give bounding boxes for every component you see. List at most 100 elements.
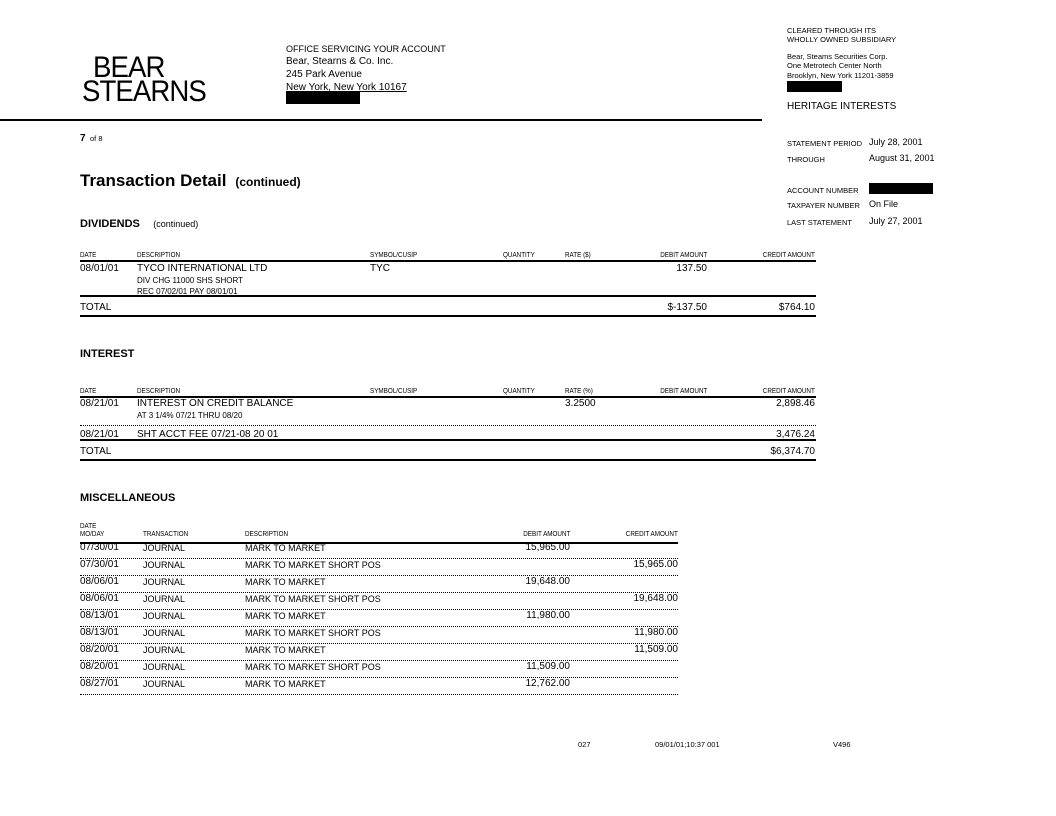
row-date: 08/20/01 [80, 644, 119, 655]
row-date: 08/01/01 [80, 263, 119, 274]
footer-version: V496 [833, 740, 851, 749]
header-date: DATE [80, 523, 97, 530]
redaction-box [787, 81, 842, 92]
row-transaction: JOURNAL [143, 560, 186, 570]
row-date: 07/30/01 [80, 542, 119, 553]
row-separator [80, 609, 678, 610]
row-description: SHT ACCT FEE 07/21-08 20 01 [137, 429, 279, 440]
row-description: MARK TO MARKET SHORT POS [245, 594, 381, 604]
header-date: DATE [80, 388, 97, 395]
row-separator [80, 643, 678, 644]
last-statement-value: July 27, 2001 [869, 216, 923, 226]
total-rule [80, 315, 816, 317]
row-credit-amount: 19,648.00 [633, 593, 679, 604]
total-credit: $764.10 [778, 302, 815, 313]
row-credit-amount: 11,509.00 [634, 644, 678, 655]
row-date: 08/06/01 [80, 593, 119, 604]
row-transaction: JOURNAL [143, 645, 186, 655]
redaction-box [286, 91, 360, 104]
clearing-line2: WHOLLY OWNED SUBSIDIARY [787, 35, 897, 44]
footer-timestamp: 09/01/01;10:37 001 [655, 740, 720, 749]
row-date: 08/20/01 [80, 661, 119, 672]
row-transaction: JOURNAL [143, 611, 186, 621]
row-debit-amount: 12,762.00 [525, 678, 571, 689]
office-city: New York, New York 10167 [286, 82, 407, 93]
account-number-label: ACCOUNT NUMBER [787, 186, 859, 195]
total-label: TOTAL [80, 302, 112, 313]
interest-heading: INTEREST [80, 348, 135, 360]
header-rule [80, 542, 678, 544]
header-quantity: QUANTITY [503, 388, 535, 395]
row-description: MARK TO MARKET [245, 611, 326, 621]
header-rule [80, 396, 816, 398]
row-debit-amount: 137.50 [676, 263, 707, 274]
row-description: MARK TO MARKET SHORT POS [245, 628, 381, 638]
row-transaction: JOURNAL [143, 594, 186, 604]
row-debit-amount: 15,965.00 [525, 542, 571, 553]
row-description: MARK TO MARKET SHORT POS [245, 662, 381, 672]
through-label: THROUGH [787, 155, 825, 164]
total-rule [80, 295, 816, 297]
row-date: 08/06/01 [80, 576, 119, 587]
taxpayer-value: On File [869, 199, 899, 209]
row-credit-amount: 15,965.00 [633, 559, 679, 570]
account-number-redacted [869, 183, 933, 194]
clearing-city: Brooklyn, New York 11201-3859 [787, 71, 894, 80]
row-description: MARK TO MARKET [245, 577, 326, 587]
row-credit-amount: 11,980.00 [634, 627, 678, 638]
header-credit-amount: CREDIT AMOUNT [625, 531, 678, 538]
row-description: INTEREST ON CREDIT BALANCE [137, 398, 294, 409]
page-number: 7 of 8 [80, 133, 103, 144]
row-transaction: JOURNAL [143, 628, 186, 638]
footer-code: 027 [578, 740, 591, 749]
row-separator [80, 558, 678, 559]
header-rate: RATE ($) [565, 252, 591, 259]
row-description: TYCO INTERNATIONAL LTD [137, 263, 268, 274]
row-date: 08/13/01 [80, 627, 119, 638]
row-date: 07/30/01 [80, 559, 119, 570]
row-description: MARK TO MARKET [245, 645, 326, 655]
row-date: 08/21/01 [80, 429, 119, 440]
header-symbol: SYMBOL/CUSIP [370, 252, 418, 259]
row-description: AT 3 1/4% 07/21 THRU 08/20 [137, 411, 243, 420]
row-credit-amount: 3,476.24 [776, 429, 815, 440]
header-description: DESCRIPTION [137, 388, 181, 395]
header-debit-amount: DEBIT AMOUNT [659, 252, 707, 259]
header-description: DESCRIPTION [137, 252, 181, 259]
office-name: Bear, Stearns & Co. Inc. [286, 56, 394, 67]
last-statement-label: LAST STATEMENT [787, 218, 853, 227]
total-label: TOTAL [80, 446, 112, 457]
row-separator [80, 626, 678, 627]
row-rate: 3.2500 [565, 398, 596, 409]
clearing-line1: CLEARED THROUGH ITS [787, 26, 877, 35]
clearing-street: One Metrotech Center North [787, 61, 882, 70]
row-separator [80, 425, 816, 426]
row-debit-amount: 11,509.00 [526, 661, 570, 672]
through-value: August 31, 2001 [869, 153, 935, 163]
bear-stearns-logo: BEAR STEARNS [82, 51, 207, 108]
header-quantity: QUANTITY [503, 252, 535, 259]
office-heading: OFFICE SERVICING YOUR ACCOUNT [286, 44, 446, 54]
row-transaction: JOURNAL [143, 543, 186, 553]
header-debit-amount: DEBIT AMOUNT [659, 388, 707, 395]
header-description: DESCRIPTION [245, 531, 289, 538]
row-description: REC 07/02/01 PAY 08/01/01 [137, 287, 238, 296]
row-transaction: JOURNAL [143, 577, 186, 587]
total-debit: $-137.50 [667, 302, 707, 313]
total-credit: $6,374.70 [770, 446, 816, 457]
header-date: DATE [80, 252, 97, 259]
dividends-heading: DIVIDENDS (continued) [80, 218, 199, 230]
statement-period-label: STATEMENT PERIOD [787, 139, 863, 148]
row-debit-amount: 11,980.00 [526, 610, 570, 621]
row-separator [80, 592, 678, 593]
row-credit-amount: 2,898.46 [776, 398, 815, 409]
row-description: DIV CHG 11000 SHS SHORT [137, 276, 243, 285]
office-street: 245 Park Avenue [286, 69, 362, 80]
row-symbol: TYC [370, 263, 390, 274]
header-rate: RATE (%) [565, 388, 593, 395]
row-description: MARK TO MARKET SHORT POS [245, 560, 381, 570]
statement-period-value: July 28, 2001 [869, 137, 923, 147]
total-rule [80, 439, 816, 441]
row-date: 08/21/01 [80, 398, 119, 409]
row-date: 08/13/01 [80, 610, 119, 621]
